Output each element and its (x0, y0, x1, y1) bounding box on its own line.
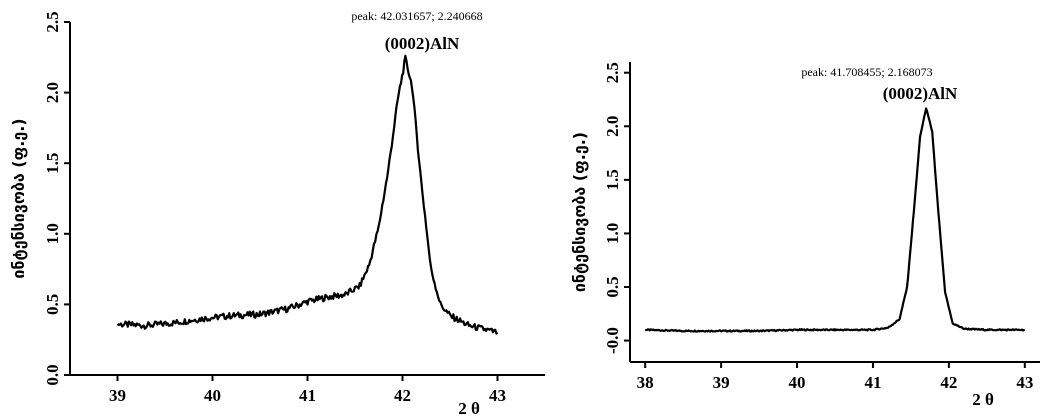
x-tick-label: 43 (1016, 373, 1033, 392)
x-tick-label: 42 (394, 386, 411, 405)
x-tick-label: 41 (299, 386, 316, 405)
series-line (116, 54, 499, 335)
y-tick-label: 1.5 (43, 153, 62, 174)
y-axis-label: ინტენსივობა (ფ.ე.) (9, 118, 28, 278)
y-tick-label: 2.0 (43, 82, 62, 103)
x-axis-label: 2 θ (972, 390, 994, 409)
y-tick-label: 2.5 (603, 62, 622, 83)
y-tick-label: 0.0 (43, 364, 62, 385)
x-tick-label: 41 (864, 373, 881, 392)
y-tick-label: 1.0 (603, 223, 622, 244)
x-tick-label: 43 (489, 386, 506, 405)
x-tick-label: 39 (713, 373, 730, 392)
left-chart: 39 40 41 42 43 0.0 0.5 1.0 1.5 2.0 2.5 ინტენსივობა … (9, 9, 545, 418)
y-tick-label: 1.5 (603, 169, 622, 190)
y-tick-label: -0.0 (603, 327, 622, 354)
peak-label: peak: 41.708455; 2.168073 (801, 65, 932, 79)
y-tick-label: 1.0 (43, 223, 62, 244)
x-tick-label: 40 (204, 386, 221, 405)
y-tick-label: 2.0 (603, 116, 622, 137)
peak-annotation: (0002)AlN (385, 34, 460, 53)
peak-label: peak: 42.031657; 2.240668 (351, 9, 482, 23)
peak-annotation: (0002)AlN (883, 84, 958, 103)
x-tick-label: 40 (789, 373, 806, 392)
x-tick-label: 39 (109, 386, 126, 405)
x-tick-label: 38 (637, 373, 654, 392)
x-tick-label: 42 (940, 373, 957, 392)
y-axis-label: ინტენსივობა (ფ.ე.) (570, 132, 589, 292)
series-line (644, 107, 1026, 333)
y-tick-label: 0.5 (43, 294, 62, 315)
y-tick-label: 0.5 (603, 276, 622, 297)
right-chart: 38 39 40 41 42 43 -0.0 0.5 1.0 1.5 2.0 2.5 ინტენსივო… (570, 62, 1040, 409)
y-tick-label: 2.5 (43, 11, 62, 32)
x-axis-label: 2 θ (458, 399, 480, 418)
